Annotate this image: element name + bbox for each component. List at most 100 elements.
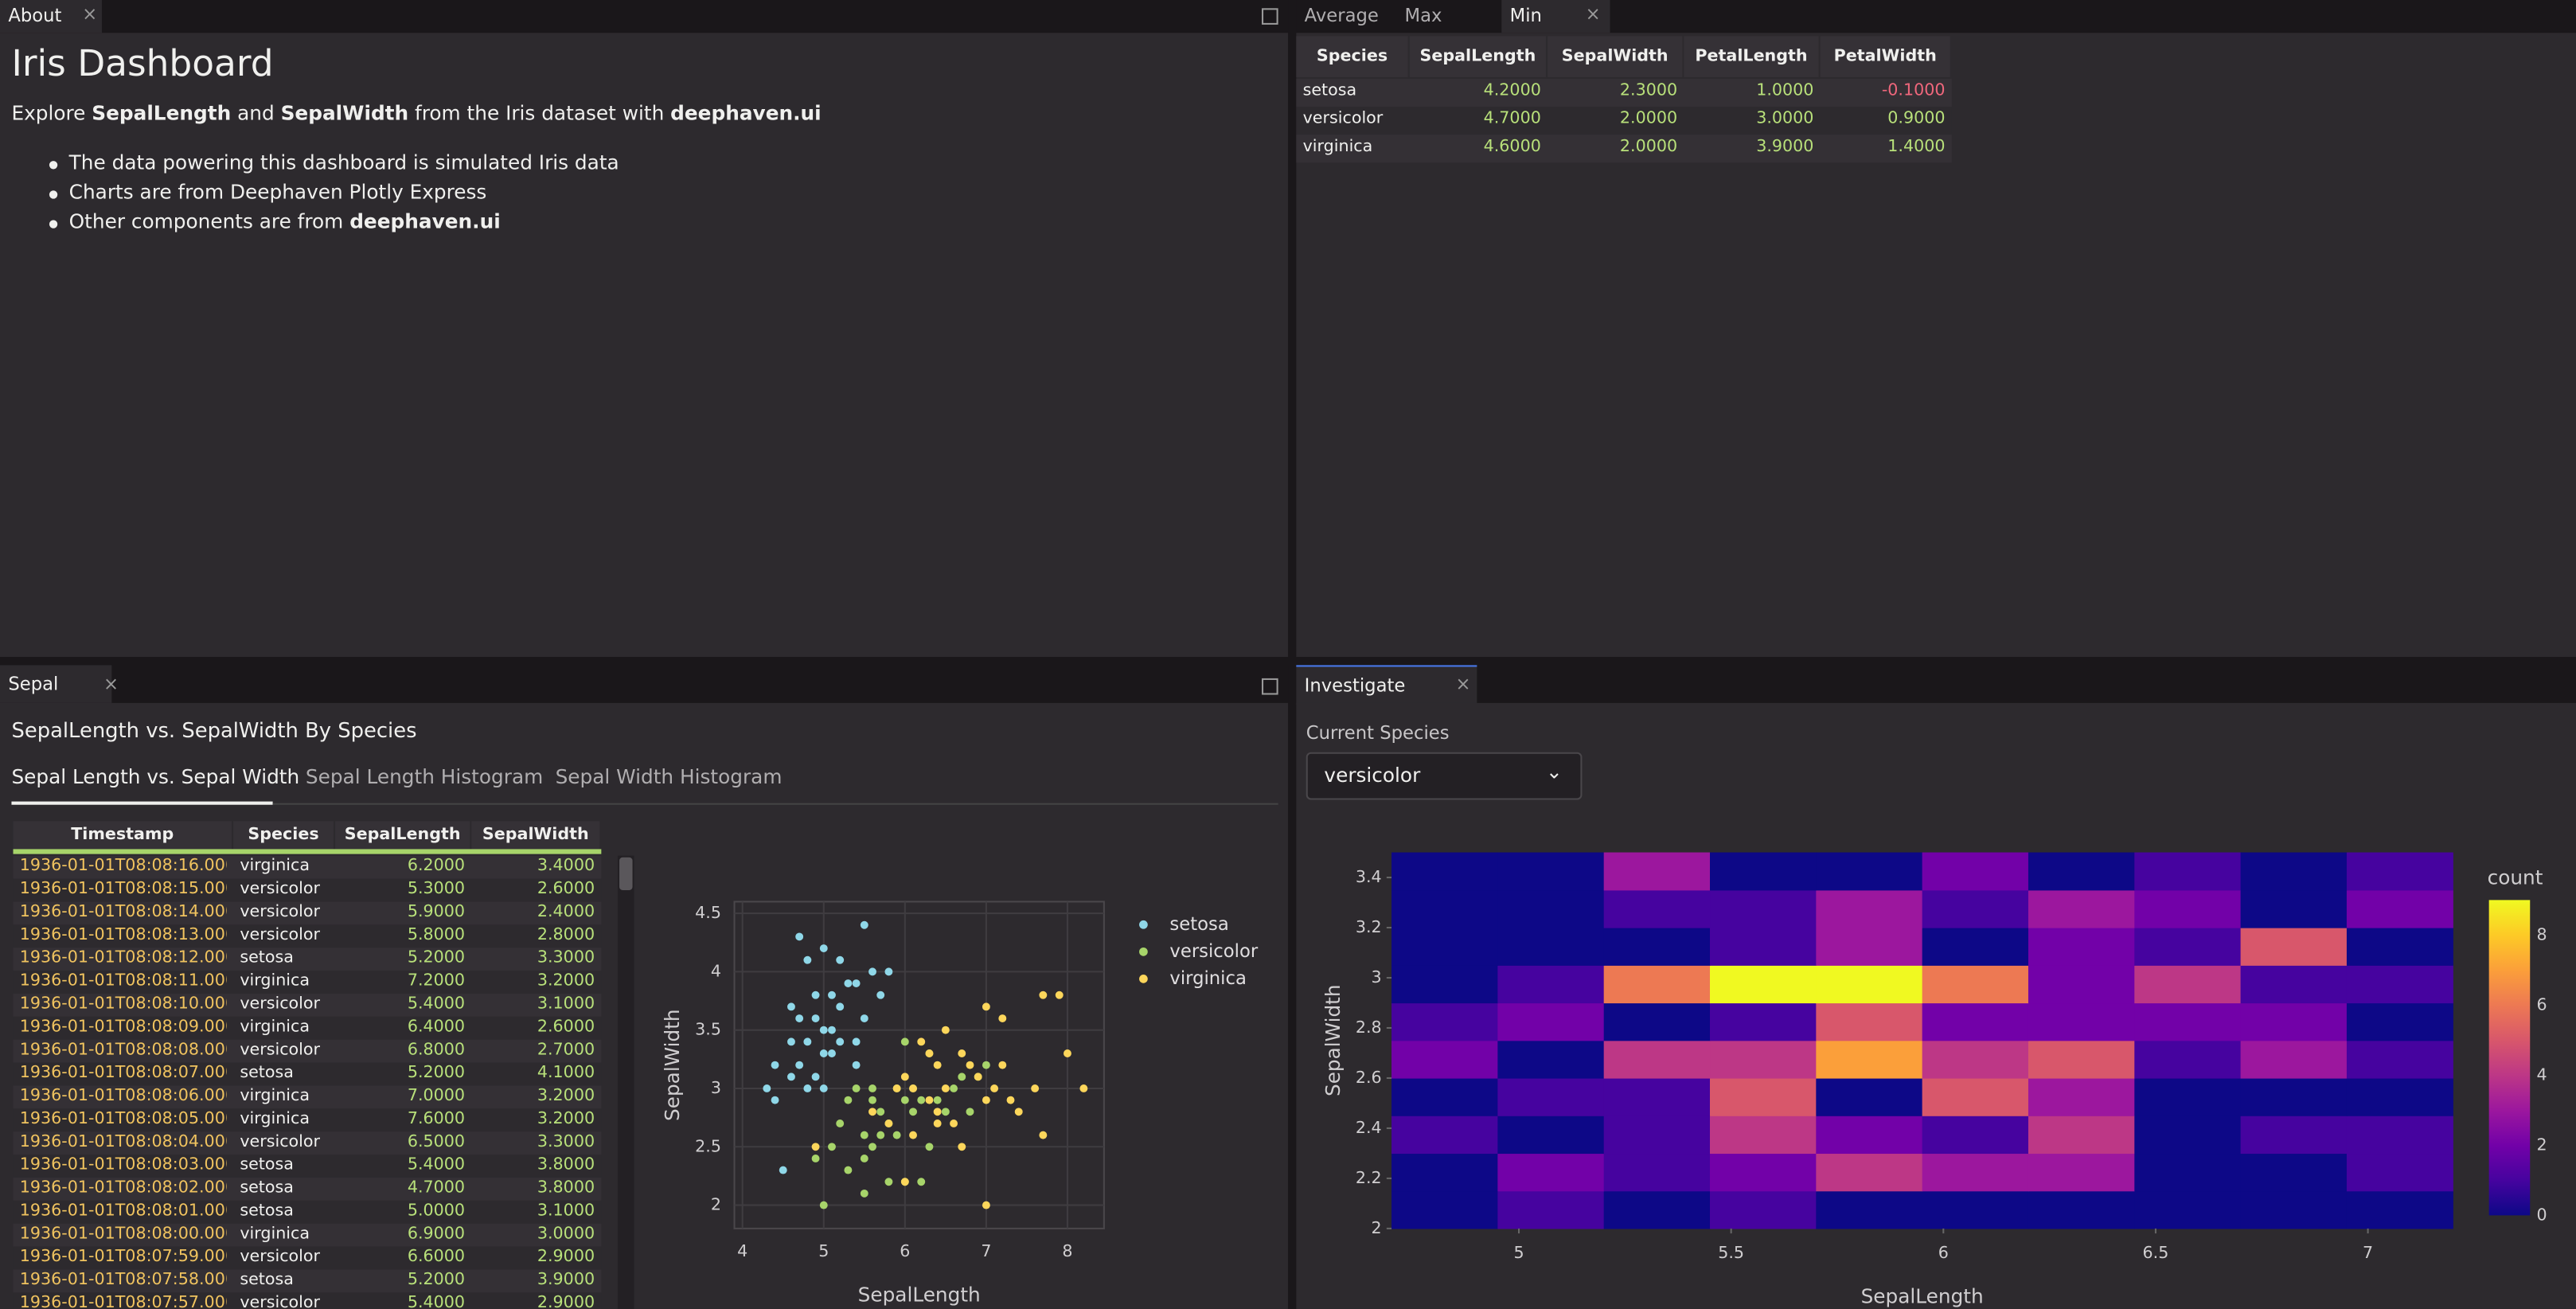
point [771,1096,779,1104]
table-cell: 3.0000 [537,1225,595,1244]
table-cell: versicolor [240,880,321,899]
y-tick-label: 2 [711,1195,721,1214]
point [868,1143,876,1151]
point [860,1131,868,1139]
heat-cell [1497,1153,1605,1192]
table-cell: 1.4000 [1887,138,1946,156]
heat-cell [1497,889,1605,928]
heat-cell [1816,1190,1923,1229]
tab[interactable]: About [0,0,102,33]
point [876,991,885,999]
heat-cell [2346,1116,2453,1155]
table-row [13,1246,602,1270]
table-cell: 3.3000 [537,1133,595,1151]
table-row [13,1131,602,1155]
y-tick-label: 3 [1372,967,1382,987]
point [998,1014,1007,1022]
x-axis-label: SepalLength [858,1283,981,1306]
table-cell: -0.1000 [1881,82,1946,100]
table-cell: 6.6000 [407,1248,466,1267]
tab[interactable]: Max [1404,5,1442,27]
table-row [1296,135,1952,163]
x-tick-label: 5 [1513,1243,1524,1262]
point [787,1073,795,1081]
chevron: ⌄ [1546,760,1563,783]
heat-cell [2240,1116,2348,1155]
text-run: The data powering this dashboard is simu… [68,150,619,174]
table-row [13,1223,602,1247]
y-axis-label: SepalWidth [661,1009,684,1121]
sub-tab[interactable]: Sepal Length vs. Sepal Width [11,765,300,789]
table-cell: 2.8000 [537,926,595,945]
text-run: Explore [11,101,92,125]
table-cell: virginica [240,857,310,876]
point [787,1002,795,1011]
close-icon[interactable]: × [103,673,119,695]
heat-cell [2346,965,2453,1004]
heat-cell [1603,852,1711,891]
point [941,1084,950,1092]
point [900,1178,909,1186]
point [876,1108,885,1116]
bullet-list: The data powering this dashboard is simu… [46,151,619,240]
table-cell: 1936-01-01T08:08:06.000 [19,1087,227,1106]
heat-cell [1391,1153,1498,1192]
close-icon[interactable]: × [1455,673,1471,695]
table-cell: 1936-01-01T08:08:02.000 [19,1179,227,1198]
text-run: deephaven.ui [349,210,501,233]
sub-tab[interactable]: Sepal Width Histogram [555,765,783,789]
close-icon[interactable]: × [82,3,98,25]
x-tick-label: 5 [818,1241,829,1260]
heat-cell [2134,1002,2242,1041]
picker-label: Current Species [1306,722,1450,744]
point [958,1073,966,1081]
table-row [13,1062,602,1086]
point [950,1084,958,1092]
table-cell: 5.2000 [407,1064,466,1083]
table-cell: 1936-01-01T08:08:11.000 [19,972,227,991]
point [852,1037,861,1046]
maximize-icon[interactable] [1261,8,1278,25]
point [860,920,868,929]
point [1006,1096,1015,1104]
point [1055,991,1064,999]
sub-tab[interactable]: Sepal Length Histogram [305,765,544,789]
table-cell: 4.2000 [1483,82,1541,100]
point [819,1201,828,1209]
point [917,1096,926,1104]
point [925,1143,934,1151]
table-cell: 1936-01-01T08:08:12.000 [19,949,227,967]
table-cell: 2.4000 [537,903,595,922]
point [933,1108,942,1116]
table-cell: 7.2000 [407,972,466,991]
point [1014,1108,1023,1116]
text-run: deephaven.ui [670,101,822,125]
point [909,1131,917,1139]
scrollbar [617,855,634,1309]
heat-cell [2240,1077,2348,1116]
x-tick-label: 5.5 [1718,1243,1744,1262]
heat-cell [2240,852,2348,891]
tab[interactable]: Min [1501,0,1610,33]
point [1031,1084,1040,1092]
point [860,1154,868,1162]
heat-cell [1710,1153,1817,1192]
heat-cell [2346,1002,2453,1041]
column-header: Species [1296,36,1408,77]
heat-cell [1922,1153,2029,1192]
table-row [13,901,602,925]
x-axis-label: SepalLength [1861,1285,1984,1308]
text-run: SepalLength [92,101,232,125]
point [811,1154,820,1162]
point [876,1131,885,1139]
heat-cell [1816,1153,1923,1192]
maximize-icon[interactable] [1261,678,1278,695]
bullet-dot [49,220,58,229]
point [795,932,804,941]
table-cell: 3.8000 [537,1156,595,1174]
table-cell: 3.4000 [537,857,595,876]
point [868,1084,876,1092]
tab[interactable]: Average [1304,5,1379,27]
species-picker[interactable]: versicolor ⌄ [1306,752,1583,800]
tab[interactable]: Investigate Species [1296,665,1477,734]
